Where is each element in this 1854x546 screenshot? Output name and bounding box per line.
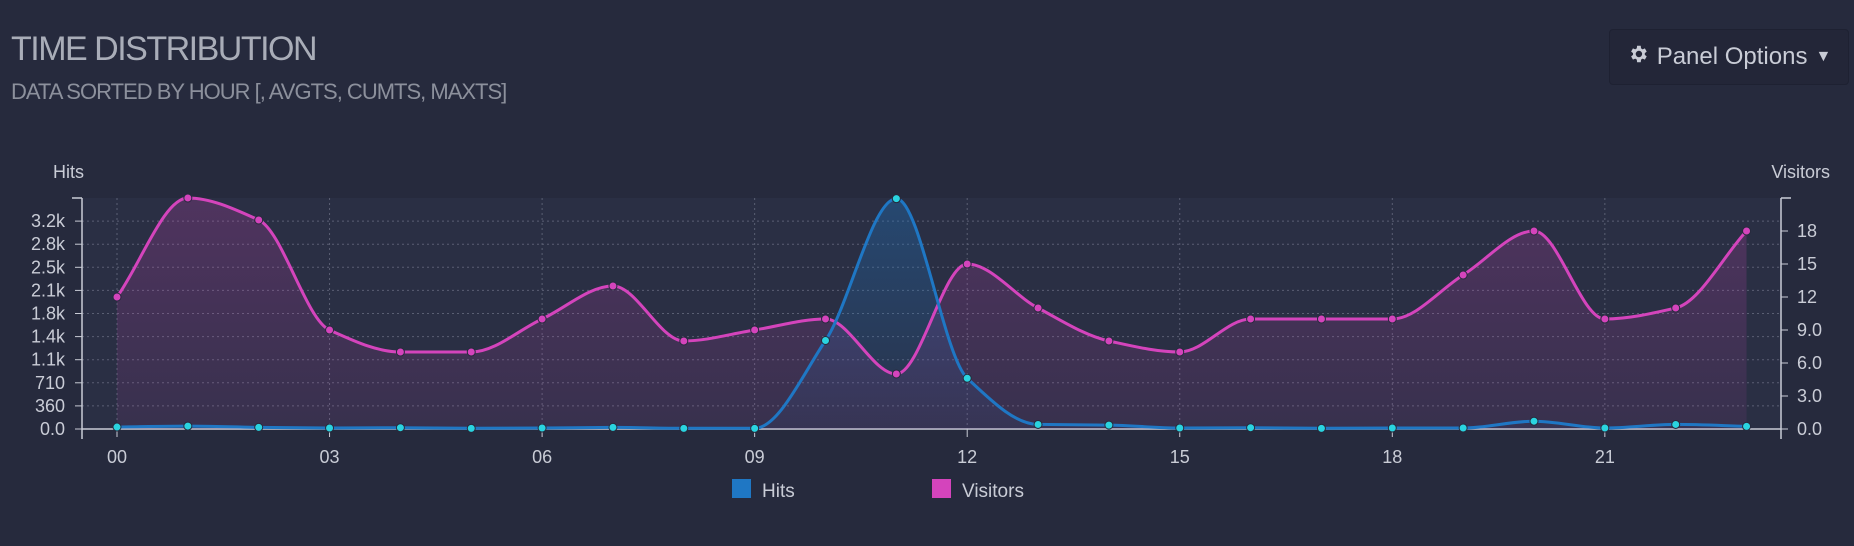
- data-point-visitors[interactable]: [325, 325, 335, 335]
- data-point-visitors[interactable]: [1458, 270, 1468, 280]
- data-point-visitors[interactable]: [1600, 314, 1610, 324]
- gear-icon: [1627, 43, 1649, 72]
- y-tick-label-right: 6.0: [1797, 353, 1822, 373]
- data-point-hits[interactable]: [1246, 423, 1256, 433]
- data-point-hits[interactable]: [1671, 419, 1681, 429]
- y-tick-label-left: 1.4k: [31, 327, 66, 347]
- y-tick-label-left: 2.8k: [31, 234, 66, 254]
- legend-label-hits[interactable]: Hits: [762, 481, 795, 502]
- y-tick-label-right: 18: [1797, 221, 1817, 241]
- page-subtitle: DATA SORTED BY HOUR [, AVGTS, CUMTS, MAX…: [11, 79, 507, 104]
- data-point-visitors[interactable]: [112, 292, 122, 302]
- data-point-visitors[interactable]: [962, 259, 972, 269]
- data-point-hits[interactable]: [1600, 423, 1610, 433]
- data-point-visitors[interactable]: [1033, 303, 1043, 313]
- data-point-hits[interactable]: [1104, 420, 1114, 430]
- data-point-hits[interactable]: [183, 421, 193, 431]
- x-tick-label: 18: [1382, 447, 1402, 467]
- data-point-visitors[interactable]: [679, 336, 689, 346]
- y-tick-label-right: 9.0: [1797, 320, 1822, 340]
- y-tick-label-left: 2.5k: [31, 257, 66, 277]
- x-tick-label: 15: [1170, 447, 1190, 467]
- legend-swatch-visitors[interactable]: [932, 479, 951, 498]
- x-tick-label: 21: [1595, 447, 1615, 467]
- y-tick-label-left: 0.0: [40, 419, 65, 439]
- page-title: TIME DISTRIBUTION: [11, 30, 318, 68]
- y-tick-label-right: 12: [1797, 287, 1817, 307]
- data-point-hits[interactable]: [1742, 421, 1752, 431]
- y-tick-label-right: 3.0: [1797, 386, 1822, 406]
- series-area-hits: [117, 198, 1747, 429]
- series-line-visitors: [115, 196, 1748, 376]
- legend-label-visitors[interactable]: Visitors: [962, 481, 1024, 502]
- y-axis-right-title: Visitors: [1771, 162, 1830, 182]
- data-point-hits[interactable]: [537, 423, 547, 433]
- y-tick-label-right: 0.0: [1797, 419, 1822, 439]
- data-point-visitors[interactable]: [1387, 314, 1397, 324]
- x-tick-label: 09: [745, 447, 765, 467]
- data-point-visitors[interactable]: [608, 281, 618, 291]
- panel-options-button[interactable]: Panel Options ▼: [1609, 29, 1849, 85]
- y-tick-label-left: 1.1k: [31, 350, 66, 370]
- data-point-visitors[interactable]: [750, 325, 760, 335]
- data-point-visitors[interactable]: [891, 369, 901, 379]
- x-tick-label: 06: [532, 447, 552, 467]
- data-point-hits[interactable]: [112, 422, 122, 432]
- data-point-hits[interactable]: [1175, 423, 1185, 433]
- legend-swatch-hits[interactable]: [732, 479, 751, 498]
- data-point-visitors[interactable]: [1742, 226, 1752, 236]
- y-tick-label-left: 1.8k: [31, 304, 66, 324]
- y-tick-label-left: 360: [35, 396, 65, 416]
- data-point-hits[interactable]: [1387, 423, 1397, 433]
- y-tick-label-left: 3.2k: [31, 211, 66, 231]
- data-point-visitors[interactable]: [1529, 226, 1539, 236]
- chevron-down-icon: ▼: [1815, 48, 1832, 65]
- series-area-visitors: [117, 198, 1747, 429]
- data-point-visitors[interactable]: [466, 347, 476, 357]
- data-point-visitors[interactable]: [395, 347, 405, 357]
- data-point-hits[interactable]: [679, 423, 689, 433]
- data-point-hits[interactable]: [1316, 423, 1326, 433]
- data-point-hits[interactable]: [395, 423, 405, 433]
- data-point-hits[interactable]: [325, 423, 335, 433]
- data-point-visitors[interactable]: [821, 314, 830, 324]
- data-point-visitors[interactable]: [537, 314, 547, 324]
- data-point-hits[interactable]: [1529, 416, 1539, 426]
- data-point-visitors[interactable]: [183, 193, 193, 203]
- data-point-hits[interactable]: [821, 336, 830, 346]
- data-point-hits[interactable]: [891, 194, 901, 204]
- data-point-visitors[interactable]: [1246, 314, 1256, 324]
- panel-options-label: Panel Options: [1656, 43, 1808, 70]
- data-point-visitors[interactable]: [1316, 314, 1326, 324]
- data-point-hits[interactable]: [1033, 419, 1043, 429]
- y-tick-label-right: 15: [1797, 254, 1817, 274]
- data-point-visitors[interactable]: [1175, 347, 1185, 357]
- data-point-hits[interactable]: [608, 422, 618, 432]
- x-tick-label: 03: [320, 447, 340, 467]
- y-tick-label-left: 2.1k: [31, 280, 66, 300]
- y-tick-label-left: 710: [35, 373, 65, 393]
- data-point-hits[interactable]: [466, 423, 476, 433]
- data-point-visitors[interactable]: [254, 215, 264, 225]
- x-tick-label: 12: [957, 447, 977, 467]
- data-point-hits[interactable]: [750, 423, 760, 433]
- data-point-hits[interactable]: [254, 422, 264, 432]
- data-point-hits[interactable]: [962, 373, 972, 383]
- x-tick-label: 00: [107, 447, 127, 467]
- data-point-visitors[interactable]: [1671, 303, 1681, 313]
- data-point-visitors[interactable]: [1104, 336, 1114, 346]
- y-axis-left-title: Hits: [53, 162, 84, 182]
- data-point-hits[interactable]: [1458, 423, 1468, 433]
